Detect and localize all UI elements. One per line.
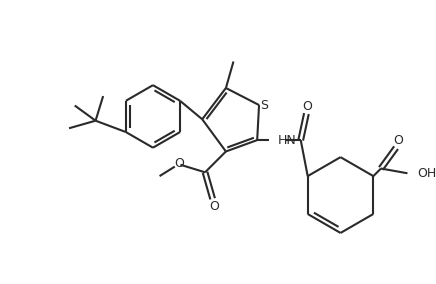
Text: O: O bbox=[303, 99, 312, 112]
Text: O: O bbox=[174, 157, 184, 170]
Text: O: O bbox=[393, 133, 403, 147]
Text: O: O bbox=[210, 200, 219, 213]
Text: OH: OH bbox=[417, 167, 436, 180]
Text: HN: HN bbox=[278, 133, 297, 147]
Text: S: S bbox=[260, 99, 268, 112]
